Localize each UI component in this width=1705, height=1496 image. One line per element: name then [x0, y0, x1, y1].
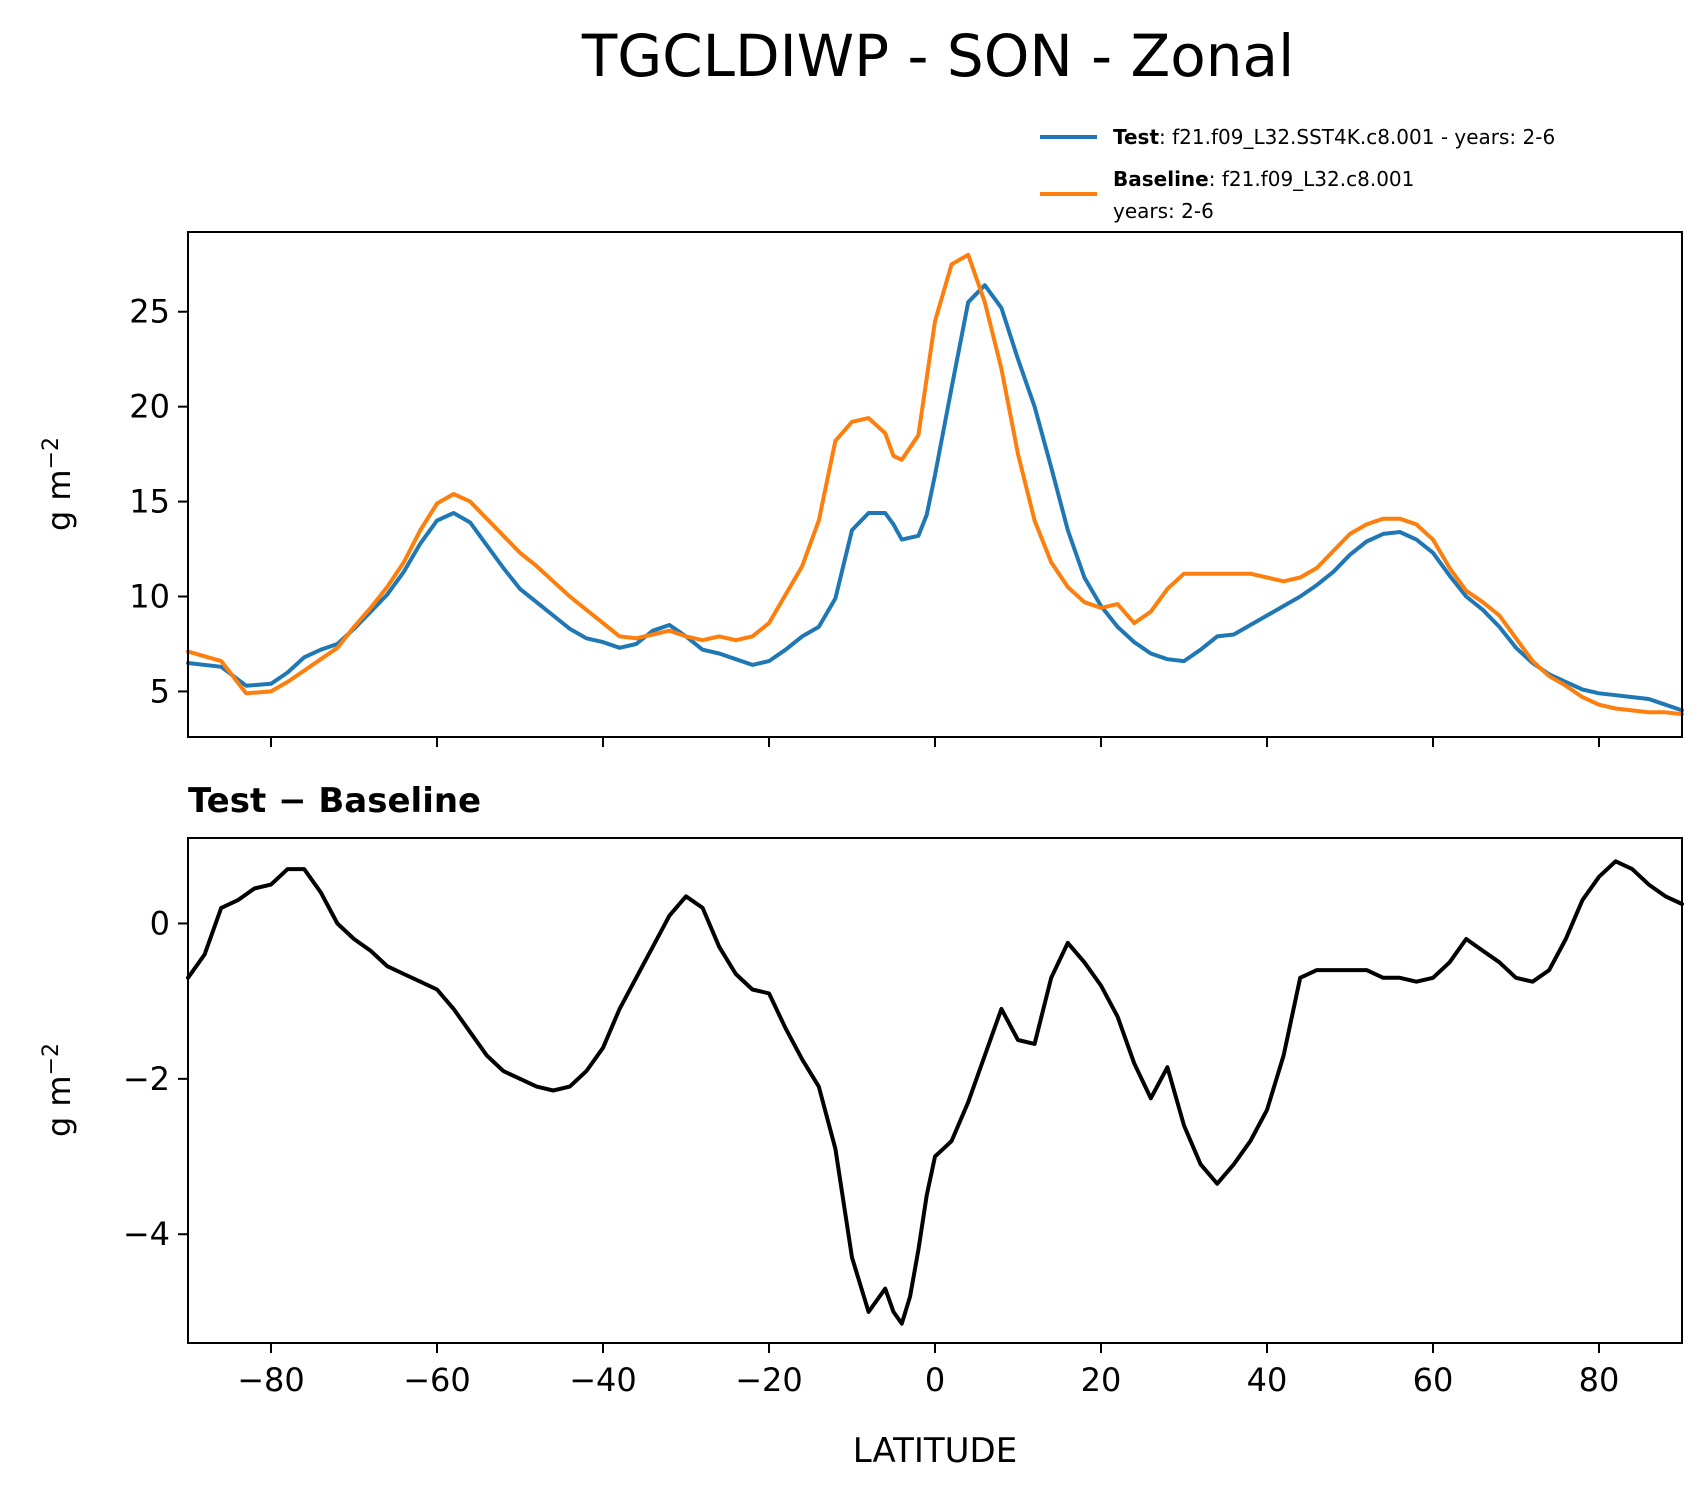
top-y-axis: 5 10 15 20 25: [129, 293, 188, 710]
top-series-group: [186, 252, 1684, 717]
top-y-tick-label: 25: [129, 293, 170, 331]
bottom-x-tick-label: 40: [1247, 1361, 1288, 1399]
bottom-y-tick-label: 0: [150, 904, 170, 942]
bottom-y-axis-label: g m−2: [39, 1043, 78, 1137]
bottom-x-tick-label: 60: [1413, 1361, 1454, 1399]
figure-title: TGCLDIWP - SON - Zonal: [581, 22, 1294, 90]
legend: Test: f21.f09_L32.SST4K.c8.001 - years: …: [1040, 125, 1555, 223]
bottom-x-tick-label: −20: [735, 1361, 803, 1399]
bottom-x-tick-label: −60: [403, 1361, 471, 1399]
legend-baseline-text: Baseline: f21.f09_L32.c8.001: [1113, 167, 1414, 191]
legend-baseline-label: : f21.f09_L32.c8.001: [1209, 167, 1415, 191]
bottom-series-line-test-baseline: [186, 859, 1684, 1326]
bottom-y-axis: −4 −2 0: [123, 904, 188, 1253]
top-y-tick-label: 20: [129, 388, 170, 426]
x-axis-label: LATITUDE: [853, 1431, 1017, 1471]
bottom-y-axis-label-text: g m: [40, 1075, 78, 1137]
top-y-tick-label: 10: [129, 578, 170, 616]
bottom-x-tick-label: 0: [925, 1361, 945, 1399]
top-panel: 5 10 15 20 25 g m−2: [39, 231, 1684, 747]
legend-test-text: Test: f21.f09_L32.SST4K.c8.001 - years: …: [1113, 125, 1555, 149]
bottom-plot-area: [188, 838, 1682, 1343]
top-y-axis-label: g m−2: [39, 437, 78, 531]
bottom-x-tick-label: 20: [1081, 1361, 1122, 1399]
legend-test-label: : f21.f09_L32.SST4K.c8.001 - years: 2-6: [1159, 125, 1555, 149]
legend-baseline-key: Baseline: [1113, 167, 1209, 191]
bottom-x-tick-label: −40: [569, 1361, 637, 1399]
top-x-axis: [270, 737, 1600, 747]
bottom-y-tick-label: −2: [123, 1060, 170, 1098]
bottom-x-tick-label: −80: [237, 1361, 305, 1399]
bottom-x-axis: −80 −60 −40 −20 0 20 40 60 80: [237, 1343, 1619, 1399]
top-y-tick-label: 5: [150, 672, 170, 710]
bottom-y-tick-label: −4: [123, 1215, 170, 1253]
top-series-line-baseline: [186, 252, 1684, 717]
bottom-panel: Test − Baseline −4−20 −80 −60 −40 −20 0 20 40 6…: [39, 781, 1684, 1471]
legend-baseline-years: years: 2-6: [1113, 199, 1214, 223]
bottom-series-group: [186, 859, 1684, 1326]
bottom-y-axis-label-exponent: −2: [39, 1043, 64, 1075]
bottom-panel-title: Test − Baseline: [188, 781, 481, 821]
top-series-line-test: [186, 283, 1684, 713]
bottom-x-tick-label: 80: [1579, 1361, 1620, 1399]
top-y-axis-label-text: g m: [40, 469, 78, 531]
top-y-tick-label: 15: [129, 483, 170, 521]
legend-test-key: Test: [1113, 125, 1159, 149]
top-y-axis-label-exponent: −2: [39, 437, 64, 469]
